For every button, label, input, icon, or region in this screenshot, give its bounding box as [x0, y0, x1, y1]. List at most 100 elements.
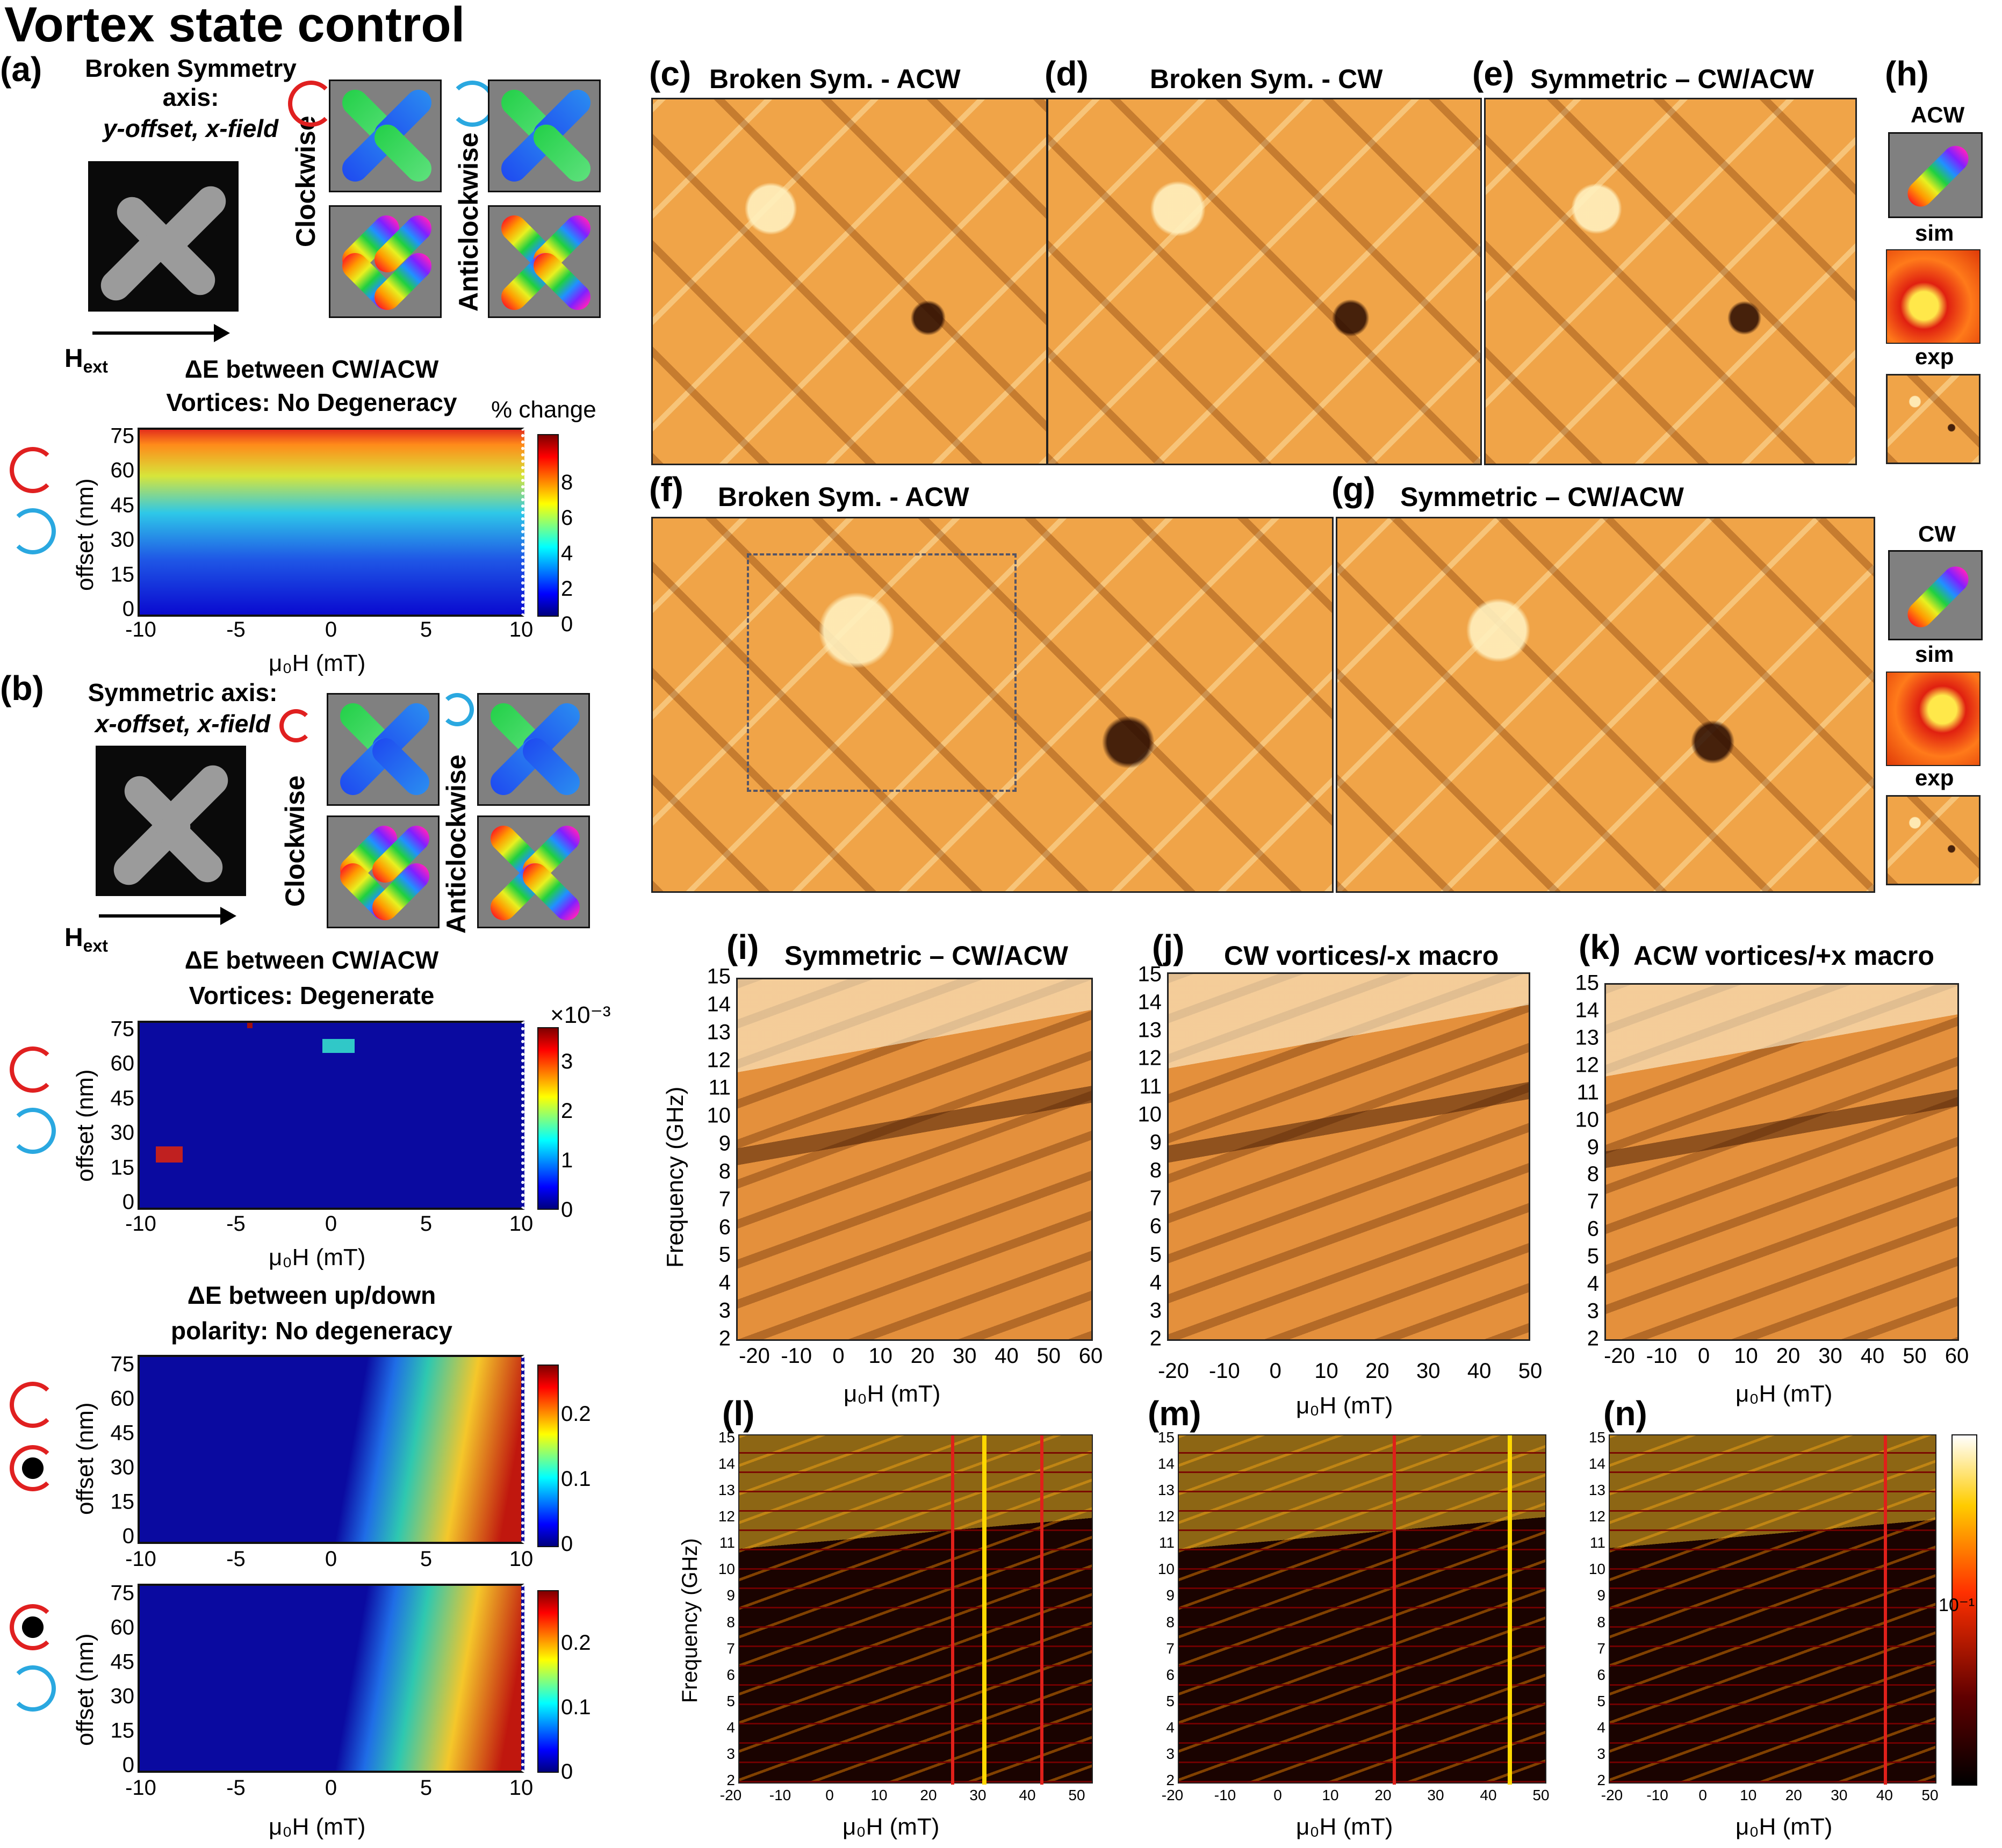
panel-l-y-tick: 4	[726, 1719, 735, 1736]
panel-h-label: (h)	[1885, 54, 1929, 93]
heat1-y-tick: 60	[110, 458, 135, 482]
panel-b-label: (b)	[0, 669, 44, 708]
panel-f-title: Broken Sym. - ACW	[718, 482, 969, 512]
panel-k-xlabel: μ₀H (mT)	[1735, 1381, 1833, 1407]
panel-j-y-tick: 3	[1149, 1298, 1162, 1323]
panel-i-ylabel: Frequency (GHz)	[662, 1086, 688, 1268]
panel-k-y-tick: 9	[1587, 1135, 1599, 1159]
panel-m-y-tick: 7	[1166, 1640, 1175, 1657]
heat3-y-tick: 45	[110, 1421, 135, 1445]
panel-b-subheading: x-offset, x-field	[95, 710, 271, 738]
heat2-x-tick: 10	[509, 1212, 534, 1236]
panel-m-x-tick: -20	[1161, 1787, 1184, 1803]
panel-j-x-tick: 40	[1467, 1359, 1492, 1383]
panel-j-y-tick: 7	[1149, 1186, 1162, 1210]
panel-k-y-tick: 6	[1587, 1217, 1599, 1241]
heat4-x-tick: 5	[420, 1776, 433, 1800]
panel-a-acw-sim-bottom	[488, 205, 601, 318]
panel-l-y-tick: 8	[726, 1613, 735, 1630]
panel-n-y-tick: 14	[1588, 1455, 1605, 1472]
panel-k-y-tick: 14	[1575, 998, 1600, 1022]
panel-n-y-tick: 2	[1597, 1772, 1605, 1788]
heat4-x-tick: -5	[226, 1776, 246, 1800]
panel-g-label: (g)	[1331, 470, 1376, 509]
panel-m-y-tick: 11	[1158, 1534, 1175, 1551]
panel-k-x-tick: 50	[1903, 1344, 1927, 1368]
panel-i-y-tick: 8	[718, 1159, 731, 1183]
panel-l-y-tick: 14	[718, 1455, 735, 1472]
panel-k-y-tick: 2	[1587, 1326, 1599, 1351]
panel-m-y-tick: 4	[1166, 1719, 1175, 1736]
heat3-clockwise-up-icon	[10, 1382, 56, 1428]
heat4-anticlockwise-up-icon	[10, 1665, 56, 1712]
panel-g-title: Symmetric – CW/ACW	[1400, 482, 1684, 512]
panel-j-y-tick: 6	[1149, 1214, 1162, 1238]
panel-k-x-tick: 60	[1945, 1344, 1969, 1368]
panel-k-y-tick: 13	[1575, 1026, 1600, 1050]
panel-j-y-tick: 15	[1137, 962, 1162, 986]
panel-i-x-tick: -20	[739, 1344, 770, 1368]
panel-h-exp-label-2: exp	[1915, 765, 1954, 790]
panel-f-zoom-box	[747, 553, 1017, 792]
panel-l-x-tick: 10	[870, 1787, 888, 1803]
panel-i-xlabel: μ₀H (mT)	[844, 1381, 941, 1407]
panel-i-y-tick: 2	[718, 1326, 731, 1351]
heat2-plot	[138, 1021, 524, 1210]
panel-i-y-tick: 3	[718, 1298, 731, 1323]
heat1-colorbar	[537, 434, 559, 617]
panel-l-x-tick: 30	[969, 1787, 986, 1803]
panel-d-mfm-image	[1047, 98, 1482, 465]
panel-m-x-tick: 50	[1532, 1787, 1550, 1803]
heat2-y-tick: 60	[110, 1051, 135, 1075]
panel-k-y-tick: 4	[1587, 1272, 1599, 1296]
heat3-cbar-tick: 0.1	[561, 1467, 591, 1491]
panel-h-cw-sim-image	[1886, 672, 1981, 766]
heat3-y-tick: 60	[110, 1387, 135, 1411]
panel-j-y-tick: 13	[1137, 1018, 1162, 1042]
panel-j-y-tick: 4	[1149, 1270, 1162, 1295]
panel-k-label: (k)	[1579, 928, 1621, 966]
panel-l-x-tick: 50	[1068, 1787, 1085, 1803]
panel-h-exp-label-1: exp	[1915, 344, 1954, 369]
heat1-x-tick: 10	[509, 618, 534, 641]
heat4-y-tick: 45	[110, 1650, 135, 1674]
heat2-colorbar	[537, 1027, 559, 1210]
heat2-cbar-exponent: ×10⁻³	[550, 1002, 611, 1028]
heat1-cbar-label: % change	[491, 396, 596, 423]
panel-n-y-tick: 12	[1588, 1508, 1605, 1525]
panel-l-y-tick: 12	[718, 1508, 735, 1525]
panel-i-x-tick: 0	[832, 1344, 845, 1368]
heat1-x-tick: -10	[125, 618, 156, 641]
panel-i-label: (i)	[726, 928, 759, 966]
heat2-y-tick: 30	[110, 1121, 135, 1145]
panel-b-geometry-diagram	[96, 746, 246, 896]
panel-j-x-tick: 30	[1416, 1359, 1441, 1383]
panel-i-x-tick: 60	[1078, 1344, 1103, 1368]
heat3-x-tick: 5	[420, 1547, 433, 1571]
panel-n-y-tick: 10	[1588, 1561, 1605, 1578]
panel-n-y-tick: 13	[1588, 1482, 1605, 1499]
panel-i-x-tick: 30	[953, 1344, 977, 1368]
panel-b-acw-label: Anticlockwise	[441, 754, 471, 934]
heat4-y-tick: 60	[110, 1615, 135, 1640]
panel-i-x-tick: 50	[1036, 1344, 1061, 1368]
panel-l-x-tick: 20	[920, 1787, 937, 1803]
panel-i-y-tick: 12	[707, 1048, 731, 1072]
panel-e-label: (e)	[1472, 54, 1515, 93]
heat3-title-line1: ΔE between up/down	[187, 1281, 436, 1309]
panel-n-xlabel: μ₀H (mT)	[1735, 1814, 1833, 1840]
heat4-xlabel: μ₀H (mT)	[269, 1814, 366, 1840]
clockwise-arrow-icon	[288, 81, 334, 127]
panel-k-y-tick: 8	[1587, 1162, 1599, 1186]
heat4-colorbar	[537, 1590, 559, 1773]
heat2-cbar-tick: 2	[561, 1099, 573, 1123]
panel-m-y-tick: 12	[1157, 1508, 1175, 1525]
panel-a-subheading: y-offset, x-field	[103, 114, 279, 142]
panel-j-xlabel: μ₀H (mT)	[1296, 1392, 1393, 1419]
panel-k-y-tick: 12	[1575, 1053, 1600, 1077]
panel-l-y-tick: 5	[726, 1692, 735, 1709]
panel-b-anticlockwise-icon	[441, 693, 474, 726]
panel-k-x-tick: -20	[1604, 1344, 1635, 1368]
heat2-y-tick: 0	[122, 1190, 134, 1214]
heat2-x-tick: 5	[420, 1212, 433, 1236]
